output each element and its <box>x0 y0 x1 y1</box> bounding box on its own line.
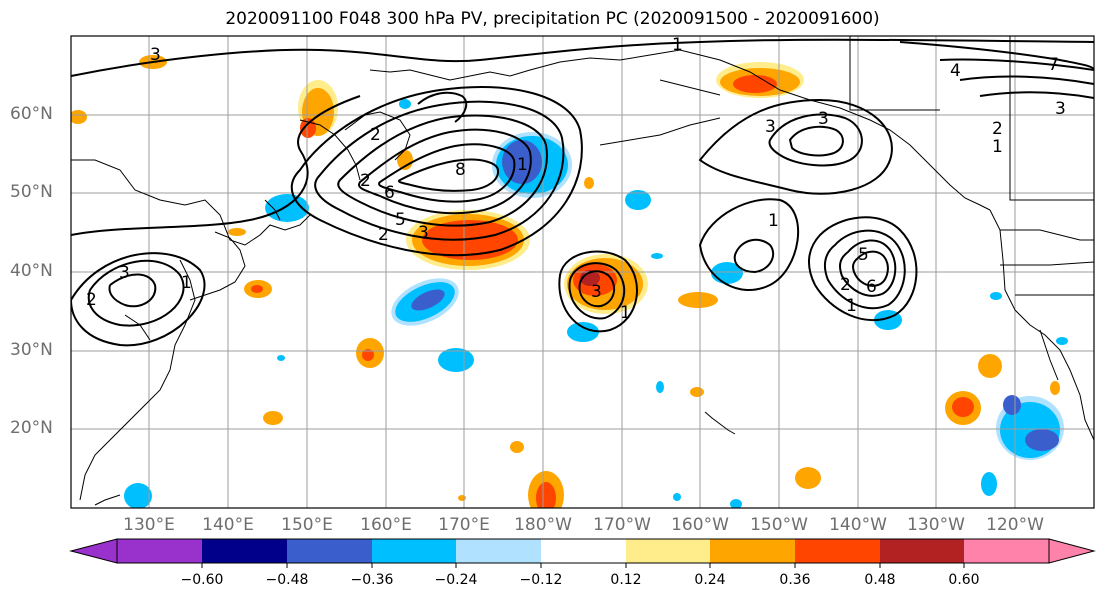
lon-label: 130°W <box>907 515 965 535</box>
contour-label: 8 <box>455 160 466 180</box>
contour-label: 3 <box>765 117 776 137</box>
colorbar-swatch <box>287 539 372 563</box>
colorbar-extend-high <box>1048 538 1096 564</box>
contour-label: 2 <box>992 119 1003 139</box>
lon-label: 140°W <box>829 515 887 535</box>
lon-label: 160°W <box>671 515 729 535</box>
contour-label: 1 <box>517 155 528 175</box>
contour-label: 5 <box>858 245 869 265</box>
contour-label: 3 <box>591 282 602 302</box>
contour-label: 6 <box>384 183 395 203</box>
colorbar-swatch <box>541 539 626 563</box>
colorbar-swatch <box>456 539 541 563</box>
contour-label: 1 <box>181 273 192 293</box>
lon-label: 170°W <box>593 515 651 535</box>
colorbar-tick-label: −0.24 <box>434 572 478 588</box>
figure-title: 2020091100 F048 300 hPa PV, precipitatio… <box>225 9 880 29</box>
contour-label: 6 <box>866 277 877 297</box>
colorbar-extend-low <box>69 538 118 564</box>
colorbar-tick-label: 0.36 <box>779 572 811 588</box>
contour-label: 4 <box>950 61 961 81</box>
colorbar-frame <box>116 538 1050 564</box>
contour-label: 2 <box>370 125 381 145</box>
contour-label: 3 <box>150 45 161 65</box>
contour-label: 1 <box>672 35 683 55</box>
colorbar-tick-label: 0.60 <box>948 572 980 588</box>
colorbar-swatch <box>202 539 287 563</box>
colorbar-swatch <box>117 539 202 563</box>
contour-label: 3 <box>818 109 829 129</box>
lat-label: 60°N <box>10 104 53 124</box>
colorbar <box>69 538 1096 568</box>
map-frame <box>70 35 1095 509</box>
lon-label: 130°E <box>123 515 175 535</box>
lon-label: 170°E <box>438 515 490 535</box>
contour-label: 2 <box>86 290 97 310</box>
contour-label: 1 <box>846 296 857 316</box>
lon-label: 150°E <box>281 515 333 535</box>
lat-label: 50°N <box>10 182 53 202</box>
lon-label: 140°E <box>202 515 254 535</box>
contour-label: 1 <box>992 137 1003 157</box>
contour-label: 2 <box>840 275 851 295</box>
contour-label: 7 <box>1048 55 1059 75</box>
pv-contours <box>71 38 1094 347</box>
contour-label: 1 <box>768 211 779 231</box>
colorbar-swatch <box>710 539 795 563</box>
colorbar-tick-label: −0.60 <box>180 572 224 588</box>
colorbar-tick-label: −0.48 <box>265 572 309 588</box>
contour-labels: 3 1 2 1 3 7 4 3 3 6 5 2 3 8 2 2 1 3 1 2 … <box>86 35 1066 323</box>
graticule <box>71 36 1094 508</box>
colorbar-swatch <box>795 539 880 563</box>
precip-positive-shading <box>71 55 1060 508</box>
lon-label: 150°W <box>750 515 808 535</box>
colorbar-swatch <box>880 539 964 563</box>
colorbar-tick-label: −0.36 <box>350 572 394 588</box>
colorbar-swatch <box>626 539 710 563</box>
colorbar-tick-label: 0.12 <box>610 572 642 588</box>
coastlines <box>71 36 1094 506</box>
lat-label: 40°N <box>10 261 53 281</box>
contour-label: 5 <box>395 210 406 230</box>
lon-label: 120°W <box>986 515 1044 535</box>
contour-label: 2 <box>360 171 371 191</box>
contour-label: 2 <box>378 225 389 245</box>
contour-label: 3 <box>1055 99 1066 119</box>
colorbar-tick-label: 0.48 <box>864 572 896 588</box>
contour-label: 3 <box>119 263 130 283</box>
contour-label: 1 <box>620 303 631 323</box>
contour-label: 3 <box>418 223 429 243</box>
lon-label: 180°W <box>514 515 572 535</box>
lat-label: 30°N <box>10 340 53 360</box>
colorbar-tick-label: 0.24 <box>694 572 726 588</box>
colorbar-swatch <box>372 539 456 563</box>
lon-label: 160°E <box>360 515 412 535</box>
colorbar-swatch <box>964 539 1049 563</box>
colorbar-tick-label: −0.12 <box>519 572 563 588</box>
lat-label: 20°N <box>10 418 53 438</box>
